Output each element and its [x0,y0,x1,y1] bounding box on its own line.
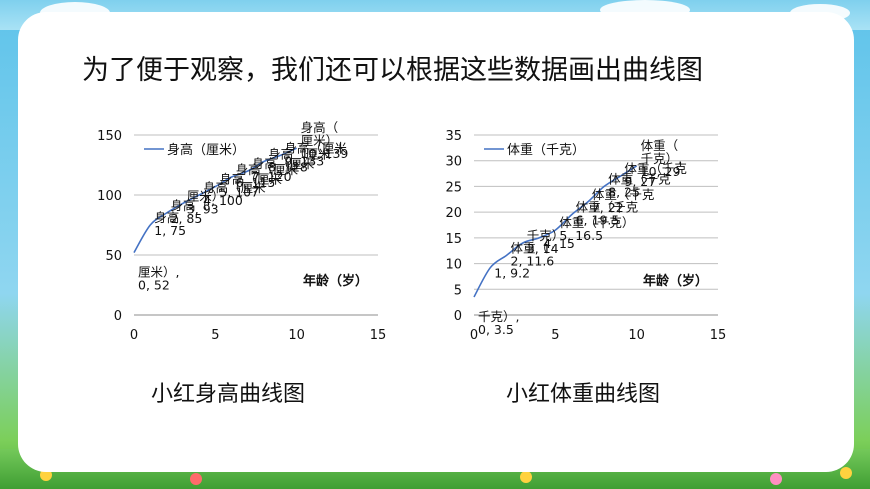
height-data-label: 0, 52 [138,278,170,293]
height-data-label: 身高（ [171,198,209,213]
height-y-tick-label: 0 [114,309,122,324]
weight-x-tick-label: 0 [470,328,478,343]
weight-data-label: 10, 29 [641,164,681,179]
height-data-label: 身高（厘米 [203,180,266,195]
weight-data-label: 8, 25 [608,184,640,199]
height-data-label: 10, 139 [301,146,349,161]
weight-x-tick-label: 15 [710,328,727,343]
height-data-label: 7, 120 [252,169,292,184]
weight-data-label: 6, 19.5 [576,213,620,228]
height-data-label: 身高（厘米 [268,146,331,161]
weight-data-label: 千克）, [478,309,519,324]
weight-y-tick-label: 5 [454,283,462,298]
height-data-label: 4, 100 [203,193,243,208]
weight-data-label: 3, 14 [527,241,559,256]
weight-y-tick-label: 0 [454,309,462,324]
weight-data-label: 体重（千克 [608,171,671,186]
weight-series-line [473,165,638,298]
height-chart-caption: 小红身高曲线图 [151,382,306,407]
height-y-tick-label: 100 [97,189,122,204]
weight-y-tick-label: 15 [445,232,462,247]
flower-decoration [190,473,202,485]
height-data-label: 厘米）, [138,265,179,280]
height-y-tick-label: 150 [97,129,122,144]
height-x-tick-label: 15 [370,328,387,343]
weight-data-label: 体重（千克） [559,215,634,230]
height-y-tick-label: 50 [105,249,122,264]
weight-y-tick-label: 35 [445,129,462,144]
weight-data-label: 体重（千克 [576,200,639,215]
height-data-label: 厘米） [187,188,225,203]
weight-y-tick-label: 10 [445,258,462,273]
weight-data-label: 千克）, [641,151,682,166]
height-x-tick-label: 10 [288,328,305,343]
height-data-label: 3, 93 [187,201,219,216]
height-series-line [133,147,297,254]
weight-data-label: 1, 9.2 [494,266,530,281]
height-data-label: 9, 133 [284,153,324,168]
weight-data-label: 2, 11.6 [511,253,555,268]
weight-data-label: 体重（千克 [592,187,655,202]
height-x-axis-label: 年龄（岁） [303,273,368,289]
weight-data-label: 4, 15 [543,236,575,251]
weight-data-label: 5, 16.5 [559,228,603,243]
weight-data-label: 0, 3.5 [478,322,514,337]
height-data-label: 厘米）, [301,133,342,148]
height-data-label: 2, 85 [171,211,203,226]
weight-data-label: 千克） [527,228,565,243]
height-data-label: 8, 128 [268,159,308,174]
height-data-label: 1, 75 [154,223,186,238]
weight-data-label: 体重（千克 [624,161,687,176]
height-data-label: 6, 115 [236,175,276,190]
weight-data-label: 体重（ [511,240,549,255]
height-legend-label: 身高（厘米） [167,142,245,158]
flower-decoration [770,473,782,485]
height-data-label: 身高 [154,210,179,225]
weight-y-tick-label: 20 [445,206,462,221]
weight-y-tick-label: 30 [445,155,462,170]
weight-data-label: 7, 22 [592,200,624,215]
slide-heading: 为了便于观察，我们还可以根据这些数据画出曲线图 [82,55,703,86]
weight-x-tick-label: 10 [628,328,645,343]
flower-decoration [520,471,532,483]
height-data-label: 身高（ [301,120,339,135]
weight-x-tick-label: 5 [551,328,559,343]
height-data-label: 身高（厘米 [236,162,299,177]
weight-data-label: 9, 27 [624,174,656,189]
height-x-tick-label: 5 [211,328,219,343]
weight-legend-label: 体重（千克） [507,142,585,158]
weight-chart-caption: 小红体重曲线图 [506,382,661,407]
height-x-tick-label: 0 [130,328,138,343]
height-data-label: 5, 107 [219,185,259,200]
slide-card [18,12,854,472]
flower-decoration [840,467,852,479]
flower-decoration [40,469,52,481]
height-data-label: 身高（厘米 [219,172,282,187]
weight-x-axis-label: 年龄（岁） [643,273,708,289]
weight-data-label: 体重（ [641,138,679,153]
height-data-label: 身高（厘米 [252,156,315,171]
height-data-label: 身高（厘米 [284,140,347,155]
weight-y-tick-label: 25 [445,180,462,195]
